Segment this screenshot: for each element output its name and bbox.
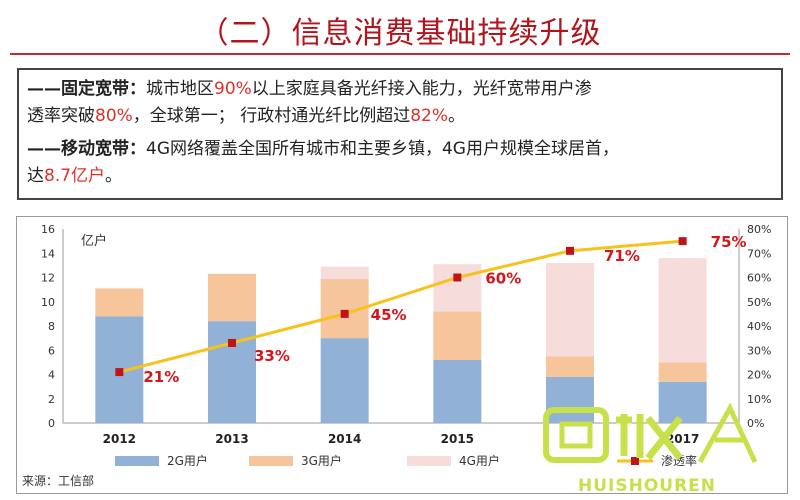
line-marker	[678, 237, 687, 246]
y-tick-label: 12	[41, 272, 55, 285]
line-data-label: 21%	[143, 368, 179, 386]
y-unit-label: 亿户	[81, 233, 107, 249]
paragraph-text: 城市地区	[146, 79, 214, 99]
legend-line-marker	[631, 457, 639, 465]
y2-tick-label: 60%	[747, 272, 771, 285]
line-data-label: 60%	[485, 270, 521, 288]
bar-segment	[433, 311, 482, 360]
bar-segment	[658, 258, 707, 363]
mobile-broadband-paragraph: ——移动宽带：4G网络覆盖全国所有城市和主要乡镇，4G用户规模全球居首， 达8.…	[27, 136, 773, 190]
line-data-label: 71%	[604, 247, 640, 265]
line-data-label: 75%	[711, 233, 747, 251]
legend-label: 4G用户	[459, 453, 500, 468]
x-tick-label: 2014	[328, 432, 361, 446]
paragraph-line: 达8.7亿户。	[27, 163, 773, 190]
legend-label: 3G用户	[301, 453, 342, 468]
bar-segment	[658, 362, 707, 382]
line-marker	[228, 338, 236, 347]
paragraph-line: ——移动宽带：4G网络覆盖全国所有城市和主要乡镇，4G用户规模全球居首，	[27, 136, 773, 163]
paragraph-text: 4G网络覆盖全国所有城市和主要乡镇，4G用户规模全球居首，	[146, 139, 619, 159]
x-tick-label: 2017	[666, 432, 699, 446]
source-note: 来源：工信部	[22, 474, 95, 488]
y-tick-label: 2	[48, 393, 55, 406]
y-tick-label: 10	[41, 296, 55, 309]
legend-swatch	[115, 456, 159, 466]
line-marker	[566, 246, 574, 255]
line-marker	[453, 273, 462, 282]
y2-tick-label: 50%	[747, 296, 771, 309]
watermark-logo	[543, 402, 758, 464]
watermark-glyph-shape	[616, 414, 683, 461]
legend-swatch	[249, 456, 293, 466]
chart-container: 0 2 4 6 8 10 12 14 16 0% 10% 20% 30% 40% 50% 60% 70% 80% 亿…	[16, 216, 788, 494]
paragraph-line: 透率突破80%，全球第一； 行政村通光纤比例超过82%。	[27, 103, 773, 130]
legend-label: 渗透率	[661, 453, 697, 468]
line-data-label: 45%	[371, 306, 407, 324]
highlight-value: 82%	[410, 106, 448, 126]
y2-tick-label: 0%	[747, 417, 764, 430]
y-tick-label: 14	[41, 247, 55, 260]
highlight-value: 80%	[95, 106, 133, 126]
bar-segment	[208, 321, 256, 423]
y-tick-label: 4	[48, 369, 55, 382]
penetration-line	[118, 239, 683, 374]
title-divider	[10, 53, 790, 55]
y2-tick-label: 30%	[747, 344, 771, 357]
legend-swatch	[407, 456, 451, 466]
bar-segment	[433, 359, 482, 423]
y2-tick-label: 20%	[747, 369, 771, 382]
paragraph-text: 达	[27, 166, 44, 186]
paragraph-text: ，全球第一； 行政村通光纤比例超过	[132, 106, 411, 126]
paragraph-label: ——移动宽带：	[27, 139, 146, 159]
watermark-box-shape	[543, 407, 609, 463]
paragraph-line: ——固定宽带：城市地区90%以上家庭具备光纤接入能力，光纤宽带用户渗	[27, 76, 773, 103]
line-marker	[340, 309, 349, 318]
line-marker	[115, 368, 124, 377]
fixed-broadband-paragraph: ——固定宽带：城市地区90%以上家庭具备光纤接入能力，光纤宽带用户渗 透率突破8…	[27, 76, 773, 130]
watermark-box-inner	[559, 421, 593, 449]
x-tick-label: 2015	[441, 432, 474, 446]
bar-segment	[208, 273, 256, 322]
legend-label: 2G用户	[167, 453, 208, 468]
bar-segment	[658, 381, 707, 423]
watermark-triangle-shape	[697, 402, 758, 464]
bar-segment	[433, 264, 482, 312]
watermark-text: HUISHOUREN	[578, 476, 717, 496]
x-tick-label: 2012	[103, 432, 136, 446]
y-tick-label: 0	[48, 417, 55, 430]
y-tick-label: 8	[48, 320, 55, 333]
highlight-value: 8.7亿户	[44, 166, 106, 186]
y-tick-label: 6	[48, 344, 55, 357]
bar-segment	[546, 376, 594, 423]
bar-segment	[546, 356, 594, 377]
page-title: （二）信息消费基础持续升级	[198, 16, 602, 51]
bar-segment	[320, 266, 369, 279]
paragraph-text: 透率突破	[27, 106, 95, 126]
y2-tick-label: 70%	[747, 247, 771, 260]
paragraph-text: 。	[448, 106, 465, 126]
bar-segment	[95, 288, 144, 317]
highlight-value: 90%	[214, 79, 252, 99]
paragraph-text: 以上家庭具备光纤接入能力，光纤宽带用户渗	[251, 79, 592, 99]
y-tick-label: 16	[41, 223, 55, 236]
paragraph-label: ——固定宽带：	[27, 79, 146, 99]
summary-textbox: ——固定宽带：城市地区90%以上家庭具备光纤接入能力，光纤宽带用户渗 透率突破8…	[17, 68, 783, 200]
y2-tick-label: 80%	[747, 223, 771, 236]
line-data-label: 33%	[254, 347, 290, 365]
paragraph-text: 。	[105, 166, 123, 186]
stacked-bar-line-chart: 0 2 4 6 8 10 12 14 16 0% 10% 20% 30% 40% 50% 60% 70% 80% 亿…	[41, 223, 771, 468]
bar-segment	[320, 338, 369, 423]
bar-segment	[546, 262, 594, 357]
y2-tick-label: 10%	[747, 393, 771, 406]
y2-tick-label: 40%	[747, 320, 771, 333]
x-tick-label: 2013	[215, 432, 248, 446]
